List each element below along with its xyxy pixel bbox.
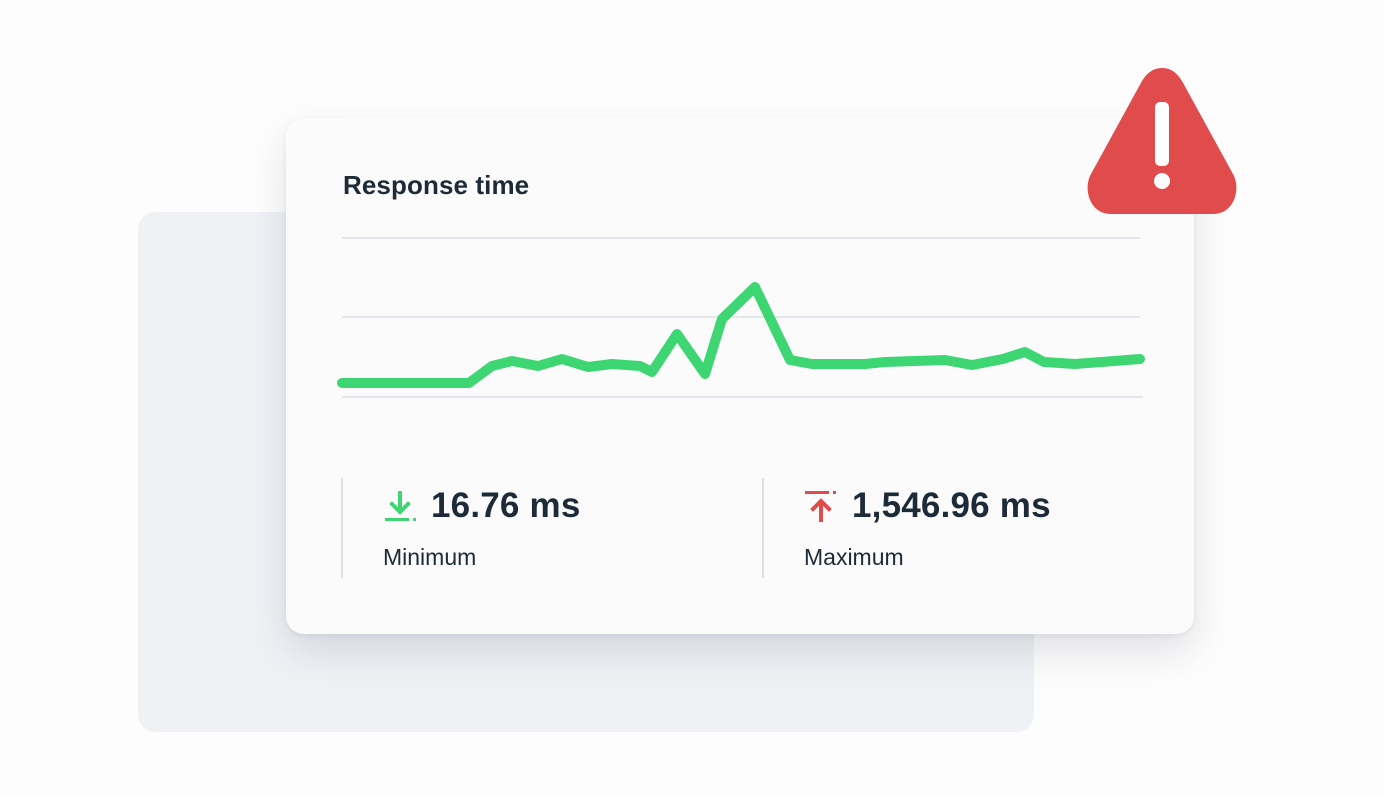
maximum-value: 1,546.96 ms xyxy=(852,486,1051,525)
download-arrow-icon xyxy=(383,489,417,523)
minimum-value: 16.76 ms xyxy=(431,486,581,525)
card-title: Response time xyxy=(343,170,530,200)
minimum-stat: 16.76 ms Minimum xyxy=(341,478,743,578)
response-time-line xyxy=(337,282,1145,388)
maximum-stat: 1,546.96 ms Maximum xyxy=(762,478,1164,578)
chart-gridlines xyxy=(342,237,1143,398)
maximum-label: Maximum xyxy=(804,544,904,570)
response-time-card: Response time 16.76 ms Minimum xyxy=(286,118,1194,634)
minimum-label: Minimum xyxy=(383,544,477,570)
upload-arrow-icon xyxy=(804,489,838,523)
warning-triangle-icon xyxy=(1083,62,1241,216)
